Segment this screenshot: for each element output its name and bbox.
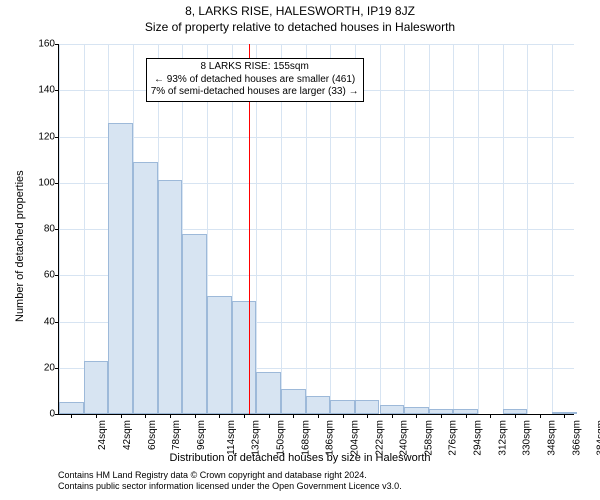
- histogram-bar: [158, 180, 183, 414]
- gridline-vertical: [453, 44, 454, 414]
- xtick-mark: [244, 414, 245, 418]
- xtick-label: 42sqm: [122, 420, 133, 450]
- xtick-label: 168sqm: [300, 420, 311, 456]
- ytick-label: 140: [38, 85, 59, 96]
- xtick-label: 132sqm: [251, 420, 262, 456]
- gridline-vertical: [478, 44, 479, 414]
- xtick-mark: [318, 414, 319, 418]
- xtick-label: 24sqm: [97, 420, 108, 450]
- histogram-bar: [355, 400, 380, 414]
- xtick-mark: [121, 414, 122, 418]
- xtick-mark: [392, 414, 393, 418]
- histogram-bar: [404, 407, 429, 414]
- xtick-mark: [219, 414, 220, 418]
- histogram-bar: [133, 162, 158, 414]
- xtick-label: 384sqm: [596, 420, 600, 456]
- gridline-vertical: [404, 44, 405, 414]
- ytick-label: 40: [44, 316, 59, 327]
- annotation-box: 8 LARKS RISE: 155sqm← 93% of detached ho…: [146, 58, 364, 102]
- annotation-line: 8 LARKS RISE: 155sqm: [151, 61, 359, 74]
- plot-area: 02040608010012014016024sqm42sqm60sqm78sq…: [58, 44, 574, 415]
- annotation-line: 7% of semi-detached houses are larger (3…: [151, 86, 359, 99]
- xtick-mark: [269, 414, 270, 418]
- xtick-mark: [416, 414, 417, 418]
- xtick-label: 312sqm: [497, 420, 508, 456]
- histogram-bar: [108, 123, 133, 414]
- histogram-bar: [330, 400, 355, 414]
- xtick-mark: [564, 414, 565, 418]
- gridline-vertical: [380, 44, 381, 414]
- ytick-label: 20: [44, 362, 59, 373]
- ytick-label: 0: [49, 409, 59, 420]
- histogram-bar: [552, 412, 577, 414]
- footer-attribution: Contains HM Land Registry data © Crown c…: [58, 470, 402, 492]
- annotation-line: ← 93% of detached houses are smaller (46…: [151, 74, 359, 87]
- xtick-mark: [441, 414, 442, 418]
- xtick-label: 150sqm: [275, 420, 286, 456]
- xtick-mark: [367, 414, 368, 418]
- ytick-label: 100: [38, 177, 59, 188]
- xtick-label: 96sqm: [196, 420, 207, 450]
- histogram-bar: [503, 409, 528, 414]
- footer-line: Contains HM Land Registry data © Crown c…: [58, 470, 402, 481]
- histogram-bar: [59, 402, 84, 414]
- ytick-label: 80: [44, 224, 59, 235]
- xtick-mark: [71, 414, 72, 418]
- xtick-mark: [96, 414, 97, 418]
- xtick-mark: [343, 414, 344, 418]
- xtick-mark: [540, 414, 541, 418]
- histogram-bar: [207, 296, 232, 414]
- histogram-bar: [182, 234, 207, 414]
- histogram-bar: [281, 389, 306, 414]
- x-axis-label: Distribution of detached houses by size …: [0, 452, 600, 464]
- xtick-label: 186sqm: [325, 420, 336, 456]
- histogram-bar: [380, 405, 405, 414]
- gridline-vertical: [503, 44, 504, 414]
- xtick-label: 204sqm: [349, 420, 360, 456]
- xtick-label: 258sqm: [423, 420, 434, 456]
- xtick-mark: [490, 414, 491, 418]
- histogram-bar: [84, 361, 109, 414]
- histogram-bar: [453, 409, 478, 414]
- xtick-label: 240sqm: [399, 420, 410, 456]
- xtick-label: 348sqm: [547, 420, 558, 456]
- gridline-vertical: [552, 44, 553, 414]
- xtick-label: 294sqm: [473, 420, 484, 456]
- histogram-bar: [256, 372, 281, 414]
- xtick-mark: [145, 414, 146, 418]
- xtick-label: 60sqm: [147, 420, 158, 450]
- xtick-label: 366sqm: [571, 420, 582, 456]
- gridline-horizontal: [59, 44, 574, 45]
- xtick-mark: [195, 414, 196, 418]
- histogram-bar: [306, 396, 331, 415]
- histogram-bar: [232, 301, 257, 414]
- xtick-mark: [170, 414, 171, 418]
- ytick-label: 120: [38, 131, 59, 142]
- xtick-label: 222sqm: [374, 420, 385, 456]
- xtick-mark: [515, 414, 516, 418]
- xtick-label: 276sqm: [448, 420, 459, 456]
- xtick-mark: [293, 414, 294, 418]
- gridline-horizontal: [59, 137, 574, 138]
- xtick-mark: [466, 414, 467, 418]
- footer-line: Contains public sector information licen…: [58, 481, 402, 492]
- gridline-vertical: [84, 44, 85, 414]
- histogram-bar: [429, 409, 454, 414]
- xtick-label: 114sqm: [225, 420, 236, 455]
- chart-title: Size of property relative to detached ho…: [0, 20, 600, 34]
- gridline-vertical: [527, 44, 528, 414]
- gridline-vertical: [429, 44, 430, 414]
- ytick-label: 160: [38, 39, 59, 50]
- xtick-label: 330sqm: [522, 420, 533, 456]
- xtick-label: 78sqm: [171, 420, 182, 450]
- chart-supertitle: 8, LARKS RISE, HALESWORTH, IP19 8JZ: [0, 4, 600, 18]
- gridline-vertical: [59, 44, 60, 414]
- ytick-label: 60: [44, 270, 59, 281]
- y-axis-label: Number of detached properties: [14, 170, 26, 322]
